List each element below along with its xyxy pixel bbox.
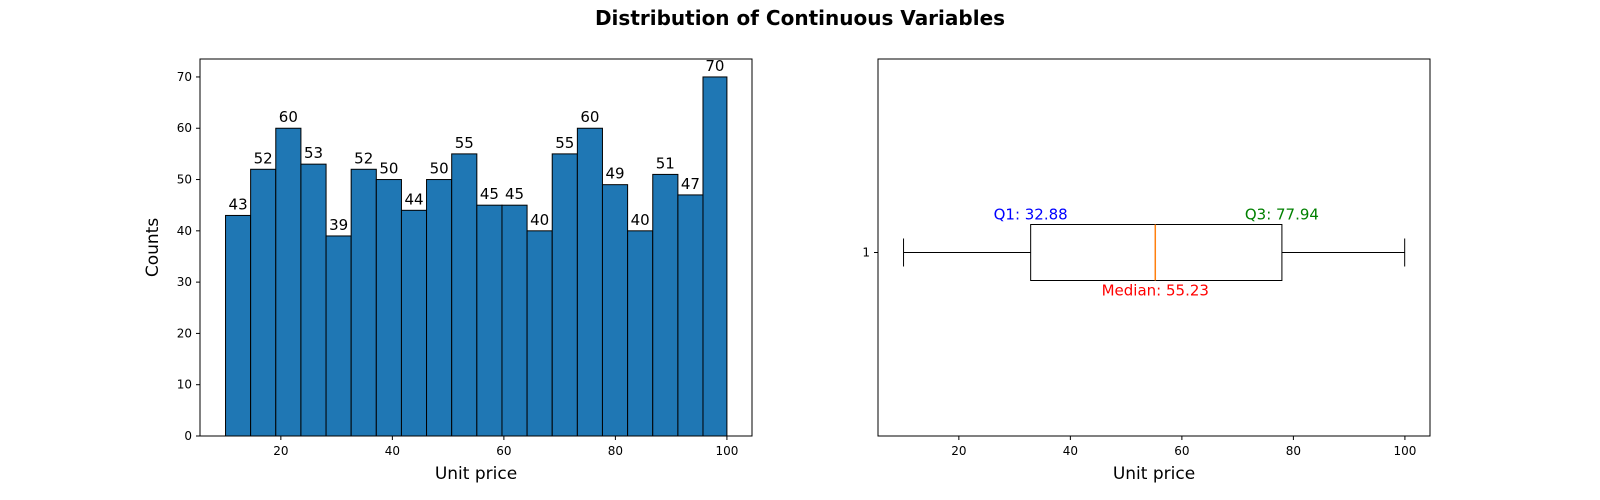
- y-tick-label: 10: [177, 378, 192, 392]
- y-tick-label: 1: [862, 246, 870, 260]
- y-tick-label: 0: [184, 429, 192, 443]
- histogram-bar: [501, 204, 528, 437]
- histogram-bar: [250, 168, 277, 437]
- x-tick-label: 60: [496, 444, 511, 458]
- x-tick-label: 20: [951, 444, 966, 458]
- histogram-bar: [325, 235, 352, 437]
- histogram-bar-value-label: 55: [455, 134, 474, 152]
- x-tick-label: 100: [715, 444, 738, 458]
- histogram-bar-value-label: 60: [580, 108, 599, 126]
- histogram-bar-value-label: 40: [631, 211, 650, 229]
- histogram-bar-value-label: 52: [354, 149, 373, 167]
- boxplot-plot-frame: [877, 58, 1431, 437]
- histogram-y-ticks: 0 10 20 30 40 50 60 70: [177, 70, 200, 443]
- histogram-bar: [702, 76, 728, 437]
- x-tick-label: 80: [608, 444, 623, 458]
- histogram-bar-value-label: 45: [505, 185, 524, 203]
- histogram-bar-value-label: 70: [705, 57, 724, 75]
- boxplot-elements: [903, 224, 1406, 281]
- histogram-bar-value-label: 39: [329, 216, 348, 234]
- boxplot-box: [1030, 224, 1283, 281]
- histogram-x-axis-label: Unit price: [435, 464, 517, 484]
- histogram-bar-value-label: 50: [379, 160, 398, 178]
- histogram-y-axis-label: Counts: [143, 218, 163, 277]
- histogram-bar-value-label: 44: [404, 190, 423, 208]
- histogram-bar: [426, 179, 453, 437]
- histogram-bar: [400, 209, 428, 437]
- y-tick-label: 40: [177, 224, 192, 238]
- x-tick-label: 40: [1063, 444, 1078, 458]
- x-tick-label: 40: [385, 444, 400, 458]
- histogram-x-ticks: 20 40 60 80 100: [273, 436, 738, 458]
- histogram-bar-value-label: 60: [279, 108, 298, 126]
- histogram-bar: [451, 153, 478, 437]
- histogram-bar: [576, 127, 603, 437]
- x-tick-label: 20: [273, 444, 288, 458]
- histogram-bar: [526, 230, 553, 437]
- y-tick-label: 20: [177, 326, 192, 340]
- histogram-plot-frame: [199, 58, 753, 437]
- y-tick-label: 70: [177, 70, 192, 84]
- x-tick-label: 80: [1286, 444, 1301, 458]
- histogram-bar: [476, 204, 503, 437]
- histogram-bar-value-label: 53: [304, 144, 323, 162]
- boxplot-y-ticks: 1: [862, 246, 878, 260]
- histogram-chart: 43 52 60 53 39 52 50 44 50 55 45 45 40 55 60 49 40 51 47 70…: [143, 57, 753, 484]
- boxplot-x-axis-label: Unit price: [1113, 464, 1195, 484]
- y-tick-label: 30: [177, 275, 192, 289]
- histogram-bar: [275, 127, 302, 437]
- histogram-bar-value-label: 51: [656, 154, 675, 172]
- histogram-bar-value-label: 50: [430, 160, 449, 178]
- x-tick-label: 100: [1393, 444, 1416, 458]
- histogram-bar-labels: 43 52 60 53 39 52 50 44 50 55 45 45 40 55 60 49 40 51 47 70: [229, 57, 725, 234]
- y-tick-label: 50: [177, 173, 192, 187]
- histogram-bar-value-label: 49: [605, 165, 624, 183]
- y-tick-label: 60: [177, 121, 192, 135]
- histogram-bar-value-label: 43: [229, 195, 248, 213]
- histogram-bar: [652, 173, 679, 437]
- histogram-bar: [627, 230, 654, 437]
- histogram-bar: [225, 214, 252, 437]
- histogram-bar: [677, 194, 704, 437]
- histogram-bar-value-label: 52: [254, 149, 273, 167]
- boxplot-q1-annotation: Q1: 32.88: [994, 206, 1068, 224]
- histogram-bar: [601, 184, 629, 437]
- histogram-bars: [225, 76, 728, 437]
- histogram-bar-value-label: 47: [681, 175, 700, 193]
- boxplot-q3-annotation: Q3: 77.94: [1245, 206, 1319, 224]
- histogram-bar-value-label: 45: [480, 185, 499, 203]
- boxplot-median-annotation: Median: 55.23: [1102, 282, 1209, 300]
- histogram-bar: [375, 179, 402, 437]
- histogram-bar: [300, 163, 327, 437]
- boxplot-x-ticks: 20 40 60 80 100: [951, 436, 1416, 458]
- histogram-bar: [350, 168, 377, 437]
- histogram-bar: [551, 153, 578, 437]
- histogram-bar-value-label: 40: [530, 211, 549, 229]
- boxplot-chart: Q1: 32.88 Median: 55.23 Q3: 77.94 20 40 60…: [862, 58, 1431, 484]
- histogram-bar-value-label: 55: [555, 134, 574, 152]
- figure-title: Distribution of Continuous Variables: [594, 6, 1006, 30]
- x-tick-label: 60: [1174, 444, 1189, 458]
